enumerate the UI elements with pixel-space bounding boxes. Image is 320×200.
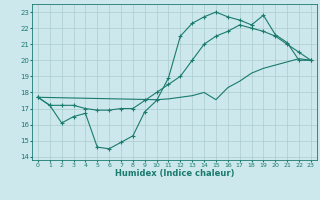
X-axis label: Humidex (Indice chaleur): Humidex (Indice chaleur) [115,169,234,178]
